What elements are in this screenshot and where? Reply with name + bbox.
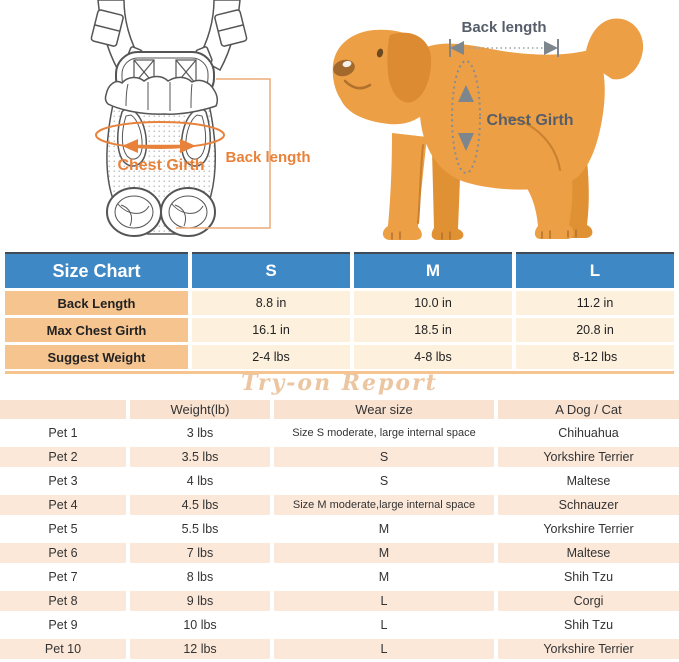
dog-chest-girth-label: Chest Girth [486,112,573,129]
cell-weight-s: 2-4 lbs [192,345,350,369]
carrier-ruffle [104,75,219,115]
cell-breed: Maltese [498,541,679,565]
table-row: Pet 9 10 lbs L Shih Tzu [0,613,679,637]
dog-illustration: Back length Chest Girth [332,18,644,240]
carrier-leg-cuffs [106,187,216,237]
cell-chest-girth-l: 20.8 in [516,318,674,342]
carrier-girth-annotation [95,121,225,153]
cell-pet: Pet 3 [48,474,78,488]
carrier-back-length-label: Back length [225,149,310,166]
cell-pet: Pet 4 [0,493,126,517]
cell-breed: Chihuahua [558,426,619,440]
try-on-report-title: Try-on Report [241,370,438,396]
dog-body [419,43,605,190]
cell-breed: Yorkshire Terrier [543,522,634,536]
cell-pet: Pet 8 [0,589,126,613]
dog-toe-lines [391,229,577,240]
header-pet [0,398,126,421]
cell-breed: Shih Tzu [563,570,614,584]
size-chart-col-m: M [354,252,512,288]
cell-wear-size: M [378,570,390,584]
cell-chest-girth-s: 16.1 in [192,318,350,342]
cell-wear-size: L [274,637,494,661]
cell-wear-size: L [274,589,494,613]
cell-wear-size: Size M moderate,large internal space [274,493,494,517]
try-on-report-table: Weight(lb) Wear size A Dog / Cat Pet 1 3… [0,398,679,661]
cell-breed: Yorkshire Terrier [498,445,679,469]
header-weight: Weight(lb) [130,398,270,421]
cell-weight: 4 lbs [186,474,214,488]
carrier-back-length-bracket [176,78,271,229]
header-dog-cat: A Dog / Cat [498,398,679,421]
cell-weight: 3 lbs [186,426,214,440]
header-wear-size: Wear size [274,398,494,421]
table-row: Pet 6 7 lbs M Maltese [0,541,679,565]
table-row: Pet 1 3 lbs Size S moderate, large inter… [0,421,679,445]
table-row: Pet 2 3.5 lbs S Yorkshire Terrier [0,445,679,469]
carrier-chest-girth-label: Chest Girth [117,157,204,174]
dog-measurement-diagram: Back length Chest Girth [330,5,665,250]
table-row: Pet 3 4 lbs S Maltese [0,469,679,493]
cell-pet: Pet 5 [48,522,78,536]
cell-wear-size: M [274,541,494,565]
row-label-max-chest-girth: Max Chest Girth [5,318,188,342]
size-chart-bottom-border [5,371,674,374]
cell-breed: Yorkshire Terrier [498,637,679,661]
cell-breed: Shih Tzu [563,618,614,632]
carrier-measurement-diagram: Chest Girth Back length [58,0,323,250]
table-row: Pet 7 8 lbs M Shih Tzu [0,565,679,589]
cell-wear-size: Size S moderate, large internal space [292,427,476,439]
size-chart-col-l: L [516,252,674,288]
dog-face [333,48,384,90]
cell-pet: Pet 7 [48,570,78,584]
cell-pet: Pet 6 [0,541,126,565]
cell-weight-m: 4-8 lbs [354,345,512,369]
cell-weight: 8 lbs [186,570,214,584]
cell-pet: Pet 10 [0,637,126,661]
cell-pet: Pet 2 [0,445,126,469]
cell-weight: 12 lbs [130,637,270,661]
cell-weight: 9 lbs [130,589,270,613]
size-chart-title: Size Chart [5,252,188,288]
dog-back-length-label: Back length [461,19,546,36]
cell-wear-size: S [274,445,494,469]
size-chart-col-s: S [192,252,350,288]
cell-weight: 5.5 lbs [181,522,219,536]
dog-ear [387,32,432,103]
table-header-row: Weight(lb) Wear size A Dog / Cat [0,398,679,421]
cell-wear-size: S [379,474,389,488]
cell-pet: Pet 1 [48,426,78,440]
cell-weight: 7 lbs [130,541,270,565]
cell-back-length-m: 10.0 in [354,291,512,315]
table-row: Pet 10 12 lbs L Yorkshire Terrier [0,637,679,661]
cell-weight: 3.5 lbs [130,445,270,469]
row-label-back-length: Back Length [5,291,188,315]
cell-breed: Corgi [498,589,679,613]
table-row: Pet 4 4.5 lbs Size M moderate,large inte… [0,493,679,517]
carrier-illustration: Chest Girth Back length [90,0,311,237]
cell-weight: 10 lbs [183,618,217,632]
dog-girth-annotation [451,60,481,174]
table-row: Pet 8 9 lbs L Corgi [0,589,679,613]
cell-wear-size: L [380,618,388,632]
row-label-suggest-weight: Suggest Weight [5,345,188,369]
cell-wear-size: M [378,522,390,536]
cell-breed: Schnauzer [498,493,679,517]
dog-leg-lines [417,116,561,224]
cell-back-length-s: 8.8 in [192,291,350,315]
cell-chest-girth-m: 18.5 in [354,318,512,342]
table-row: Pet 5 5.5 lbs M Yorkshire Terrier [0,517,679,541]
cell-pet: Pet 9 [48,618,78,632]
cell-weight-l: 8-12 lbs [516,345,674,369]
cell-breed: Maltese [566,474,611,488]
dog-back-length-arrow [449,39,559,57]
cell-back-length-l: 11.2 in [516,291,674,315]
cell-weight: 4.5 lbs [130,493,270,517]
size-chart-table: Size Chart S M L Back Length 8.8 in 10.0… [5,252,674,374]
